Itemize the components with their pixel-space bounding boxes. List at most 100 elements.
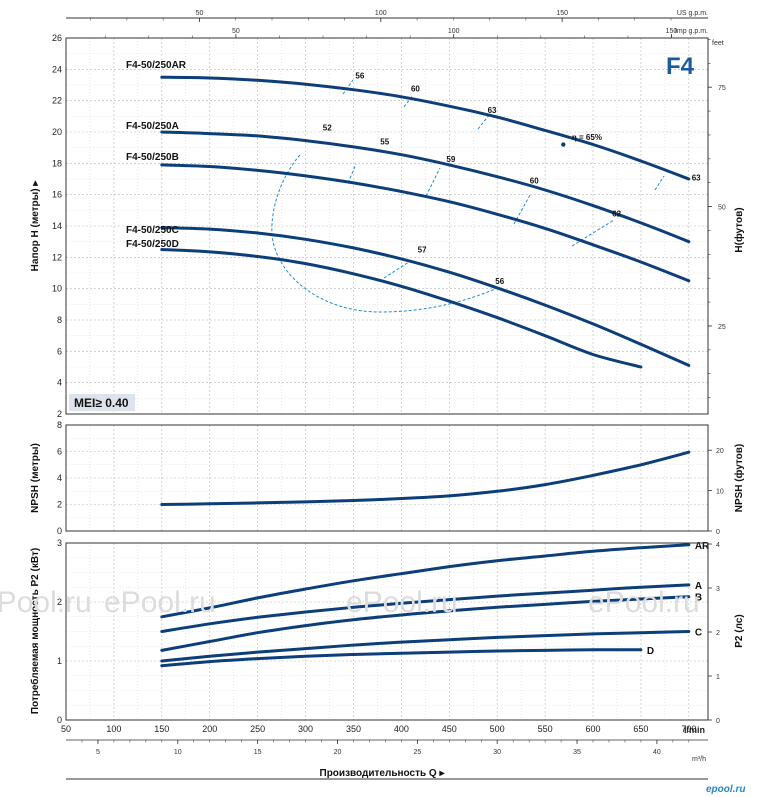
watermark-2: ePool.ru xyxy=(104,586,216,619)
efficiency-isoline xyxy=(383,259,413,279)
q-lmin-tick: 700 xyxy=(681,724,696,734)
q-m3h-tick: 40 xyxy=(653,749,661,756)
efficiency-label: 63 xyxy=(692,174,701,183)
efficiency-label: 57 xyxy=(418,246,427,255)
efficiency-label: η = 65% xyxy=(572,133,602,142)
power-ar-curve xyxy=(160,543,691,619)
efficiency-isoline xyxy=(477,113,491,130)
q-lmin-tick: 600 xyxy=(585,724,600,734)
head-f4-50-250c-curve xyxy=(160,226,691,367)
q-lmin-unit: l/min xyxy=(684,725,705,735)
head-y2-axis-title: H(футов) xyxy=(733,207,745,252)
efficiency-isoline xyxy=(425,167,441,197)
us-gpm-tick: 100 xyxy=(375,10,387,17)
head-y-tick: 6 xyxy=(57,346,62,356)
q-lmin-tick: 150 xyxy=(154,724,169,734)
q-lmin-tick: 400 xyxy=(394,724,409,734)
grid-layer xyxy=(65,37,708,721)
npsh-y-axis-title: NPSH (метры) xyxy=(30,443,41,513)
power-y2-tick: 1 xyxy=(716,674,720,681)
q-lmin-tick: 450 xyxy=(442,724,457,734)
head-y-tick: 18 xyxy=(52,158,62,168)
curve-layer xyxy=(160,75,691,668)
npsh-y-tick: 6 xyxy=(57,447,62,457)
q-lmin-tick: 550 xyxy=(538,724,553,734)
head-y-tick: 4 xyxy=(57,378,62,388)
head-y-tick: 16 xyxy=(52,190,62,200)
head-f4-50-250ar-curve xyxy=(160,75,691,181)
head-y-axis-title: Напор H (метры) ▸ xyxy=(30,180,41,272)
power-y-tick: 1 xyxy=(57,656,62,666)
power-y-tick: 3 xyxy=(57,538,62,548)
efficiency-label: 56 xyxy=(355,72,364,81)
npsh-y-tick: 8 xyxy=(57,420,62,430)
label-layer: 2468101214161820222426024680123255075fee… xyxy=(29,10,745,779)
npsh-y2-axis-title: NPSH (футов) xyxy=(733,444,745,513)
efficiency-label: 52 xyxy=(323,123,332,132)
head-curve-name: F4-50/250C xyxy=(126,225,179,236)
imp-gpm-tick: 150 xyxy=(666,28,678,35)
head-f4-50-250d-curve xyxy=(160,248,643,369)
efficiency-label: 63 xyxy=(488,106,497,115)
q-m3h-unit: m³/h xyxy=(692,756,706,763)
us-gpm-tick: 50 xyxy=(196,10,204,17)
power-y2-tick: 3 xyxy=(716,586,720,593)
head-curve-name: F4-50/250AR xyxy=(126,60,187,71)
head-y-tick: 26 xyxy=(52,33,62,43)
head-y2-tick: 75 xyxy=(718,85,726,92)
efficiency-isoline xyxy=(571,219,615,247)
q-lmin-tick: 100 xyxy=(106,724,121,734)
q-m3h-tick: 25 xyxy=(413,749,421,756)
head-y2-tick: 50 xyxy=(718,205,726,212)
npsh-panel-frame xyxy=(65,424,709,532)
npsh-y2-tick: 0 xyxy=(716,529,720,536)
power-panel-frame xyxy=(65,542,709,721)
power-y2-tick: 4 xyxy=(716,542,720,549)
efficiency-label: 62 xyxy=(612,210,621,219)
power-curve-name: D xyxy=(647,646,654,657)
power-y-tick: 0 xyxy=(57,715,62,725)
power-y-axis-title: Потребляемая мощность P2 (кВт) xyxy=(29,548,41,714)
q-lmin-tick: 200 xyxy=(202,724,217,734)
q-lmin-tick: 300 xyxy=(298,724,313,734)
npsh-y-tick: 4 xyxy=(57,473,62,483)
efficiency-label: 55 xyxy=(380,138,389,147)
q-lmin-tick: 650 xyxy=(633,724,648,734)
power-y-tick: 2 xyxy=(57,597,62,607)
q-lmin-tick: 500 xyxy=(490,724,505,734)
efficiency-isoline xyxy=(654,175,665,191)
power-c-curve xyxy=(160,630,691,663)
head-y2-unit: feet xyxy=(712,40,724,47)
npsh-y-tick: 2 xyxy=(57,500,62,510)
power-curve-name: C xyxy=(695,628,702,639)
imp-gpm-tick: 100 xyxy=(448,28,460,35)
watermark-3: ePool.ru xyxy=(346,586,458,619)
power-y2-tick: 0 xyxy=(716,718,720,725)
q-m3h-tick: 20 xyxy=(334,749,342,756)
efficiency-label: 59 xyxy=(446,155,455,164)
power-d-curve xyxy=(160,648,643,668)
efficiency-isoline xyxy=(403,94,414,108)
us-gpm-tick: 150 xyxy=(556,10,568,17)
head-curve-name: F4-50/250B xyxy=(126,152,179,163)
mei-box xyxy=(69,394,135,411)
q-m3h-tick: 15 xyxy=(254,749,262,756)
efficiency-isoline xyxy=(271,154,501,313)
efficiency-label: 56 xyxy=(495,277,504,286)
head-y2-tick: 25 xyxy=(718,324,726,331)
q-lmin-tick: 250 xyxy=(250,724,265,734)
watermark-4: ePool.ru xyxy=(588,586,700,619)
corner-logo: epool.ru xyxy=(706,784,745,795)
head-f4-50-250b-curve xyxy=(160,163,691,283)
head-y-tick: 12 xyxy=(52,252,62,262)
npsh-y2-tick: 20 xyxy=(716,448,724,455)
head-y-tick: 2 xyxy=(57,409,62,419)
efficiency-label: 60 xyxy=(530,177,539,186)
head-y-tick: 22 xyxy=(52,96,62,106)
power-curve-name: B xyxy=(695,593,702,604)
q-m3h-tick: 10 xyxy=(174,749,182,756)
q-m3h-tick: 35 xyxy=(573,749,581,756)
q-m3h-tick: 30 xyxy=(493,749,501,756)
q-lmin-tick: 350 xyxy=(346,724,361,734)
npsh-y-tick: 0 xyxy=(57,526,62,536)
